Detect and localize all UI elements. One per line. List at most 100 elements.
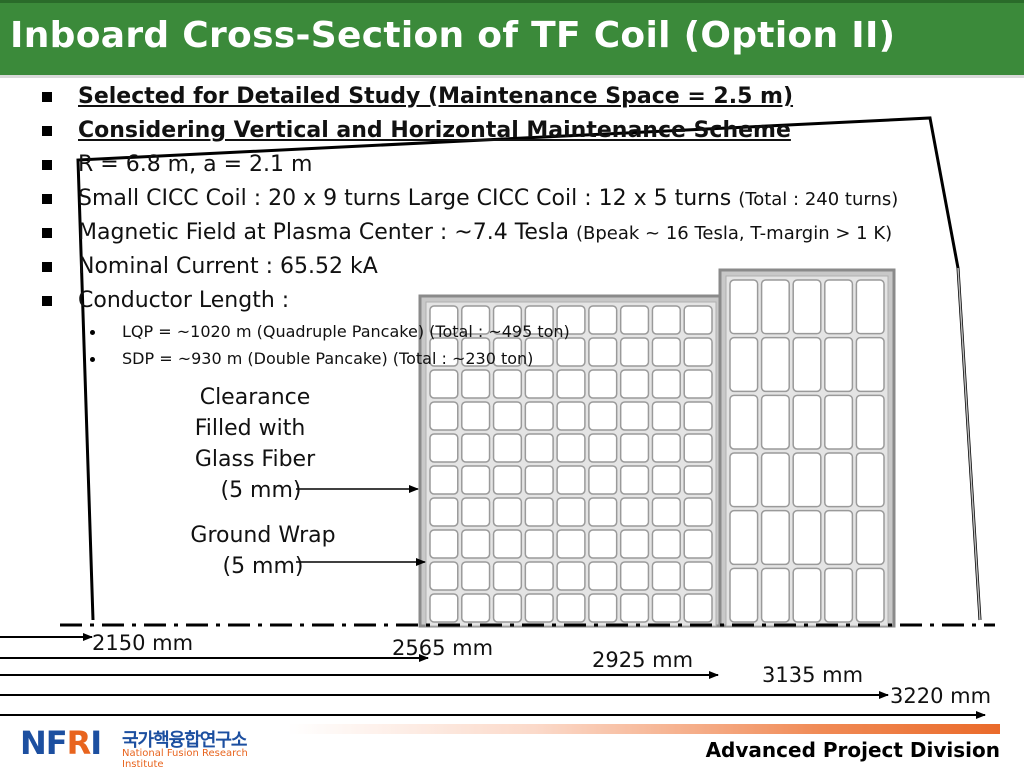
bullet-item: Nominal Current : 65.52 kA bbox=[42, 252, 1002, 286]
small-cicc-turn bbox=[556, 497, 586, 527]
radius-label-2150: 2150 mm bbox=[92, 631, 194, 655]
small-cicc-turn bbox=[461, 433, 491, 463]
bullet-text: Nominal Current : 65.52 kA bbox=[78, 254, 378, 279]
small-cicc-turn bbox=[556, 305, 586, 335]
nfri-logo-korean: 국가핵융합연구소 bbox=[122, 730, 247, 751]
small-cicc-turn bbox=[619, 433, 650, 463]
clearance-label-line: Clearance bbox=[199, 385, 311, 410]
small-cicc-turn bbox=[429, 337, 459, 367]
ground-wrap-label: Ground Wrap (5 mm) bbox=[168, 520, 358, 582]
square-bullet-icon bbox=[42, 262, 52, 272]
small-cicc-turn bbox=[588, 401, 618, 431]
large-cicc-turn bbox=[760, 336, 790, 393]
clearance-label-line: (5 mm) bbox=[220, 478, 302, 503]
ground-wrap-label-line: Ground Wrap bbox=[190, 523, 336, 548]
small-cicc-turn bbox=[429, 497, 459, 527]
small-cicc-turn bbox=[588, 497, 618, 527]
square-bullet-icon bbox=[42, 228, 52, 238]
small-cicc-turn bbox=[524, 593, 554, 623]
small-cicc-turn bbox=[429, 401, 459, 431]
bullet-item: Small CICC Coil : 20 x 9 turns Large CIC… bbox=[42, 184, 1002, 218]
bullet-text: Small CICC Coil : 20 x 9 turns Large CIC… bbox=[78, 186, 739, 211]
large-cicc-turn bbox=[824, 336, 854, 393]
small-cicc-turn bbox=[492, 465, 523, 495]
large-cicc-turn bbox=[729, 394, 759, 450]
small-cicc-turn bbox=[524, 305, 554, 335]
slide-title: Inboard Cross-Section of TF Coil (Option… bbox=[10, 15, 896, 56]
large-cicc-turn bbox=[729, 509, 759, 566]
small-cicc-turn bbox=[461, 529, 491, 559]
footer-gradient-rule bbox=[288, 724, 1000, 734]
small-cicc-turn bbox=[619, 561, 650, 591]
radius-label-2565: 2565 mm bbox=[392, 636, 494, 660]
small-cicc-turn bbox=[651, 369, 681, 399]
small-cicc-turn bbox=[524, 497, 554, 527]
bullet-item: Selected for Detailed Study (Maintenance… bbox=[42, 82, 1002, 116]
nfri-logo-mark: NFRI bbox=[20, 724, 102, 762]
small-cicc-turn bbox=[524, 337, 554, 367]
small-cicc-turn bbox=[683, 337, 713, 367]
large-cicc-turn bbox=[792, 336, 822, 393]
bullet-text: Conductor Length : bbox=[78, 288, 290, 313]
small-cicc-turn bbox=[429, 305, 459, 335]
dot-bullet-icon bbox=[90, 330, 95, 335]
small-cicc-turn bbox=[588, 369, 618, 399]
small-cicc-turn bbox=[461, 593, 491, 623]
large-cicc-turn bbox=[824, 279, 854, 335]
bullet-text: R = 6.8 m, a = 2.1 m bbox=[78, 152, 313, 177]
small-cicc-turn bbox=[461, 337, 491, 367]
small-cicc-turn bbox=[588, 433, 618, 463]
bullet-note: (Bpeak ~ 16 Tesla, T-margin > 1 K) bbox=[575, 223, 893, 244]
large-cicc-turn bbox=[855, 336, 885, 393]
large-cicc-turn bbox=[792, 279, 822, 335]
bullet-item: Magnetic Field at Plasma Center : ~7.4 T… bbox=[42, 218, 1002, 252]
large-coil-turns bbox=[729, 279, 885, 623]
small-cicc-turn bbox=[651, 561, 681, 591]
large-cicc-turn bbox=[824, 394, 854, 450]
small-cicc-turn bbox=[651, 401, 681, 431]
small-cicc-turn bbox=[651, 529, 681, 559]
title-bar: Inboard Cross-Section of TF Coil (Option… bbox=[0, 0, 1024, 78]
bullet-item: R = 6.8 m, a = 2.1 m bbox=[42, 150, 1002, 184]
clearance-label-line: Glass Fiber bbox=[194, 447, 316, 472]
small-cicc-turn bbox=[492, 369, 523, 399]
small-cicc-turn bbox=[619, 529, 650, 559]
large-cicc-turn bbox=[729, 336, 759, 393]
large-cicc-turn bbox=[855, 452, 885, 508]
bullet-text: Considering Vertical and Horizontal Main… bbox=[78, 118, 791, 143]
small-cicc-turn bbox=[429, 529, 459, 559]
large-cicc-turn bbox=[760, 394, 790, 450]
large-cicc-turn bbox=[760, 279, 790, 335]
small-cicc-turn bbox=[651, 433, 681, 463]
small-cicc-turn bbox=[683, 465, 713, 495]
small-cicc-turn bbox=[588, 337, 618, 367]
small-cicc-turn bbox=[556, 337, 586, 367]
small-cicc-turn bbox=[492, 593, 523, 623]
small-cicc-turn bbox=[524, 529, 554, 559]
casing-right-edge bbox=[957, 267, 981, 621]
small-cicc-turn bbox=[588, 529, 618, 559]
footer-division: Advanced Project Division bbox=[705, 738, 1000, 762]
small-cicc-turn bbox=[461, 497, 491, 527]
small-cicc-turn bbox=[683, 305, 713, 335]
radius-label-2925: 2925 mm bbox=[592, 648, 694, 672]
small-cicc-turn bbox=[492, 305, 523, 335]
small-cicc-turn bbox=[588, 593, 618, 623]
small-cicc-turn bbox=[492, 401, 523, 431]
small-cicc-turn bbox=[619, 369, 650, 399]
small-cicc-turn bbox=[429, 465, 459, 495]
sub-bullet-item: LQP = ~1020 m (Quadruple Pancake) (Total… bbox=[90, 320, 1002, 347]
bullet-item: Considering Vertical and Horizontal Main… bbox=[42, 116, 1002, 150]
sub-bullet-text: SDP = ~930 m (Double Pancake) (Total : ~… bbox=[122, 349, 534, 368]
small-cicc-turn bbox=[524, 369, 554, 399]
small-cicc-turn bbox=[556, 433, 586, 463]
square-bullet-icon bbox=[42, 92, 52, 102]
radius-label-3135: 3135 mm bbox=[762, 663, 864, 687]
large-cicc-turn bbox=[855, 394, 885, 450]
large-cicc-turn bbox=[792, 509, 822, 566]
small-cicc-turn bbox=[492, 433, 523, 463]
small-cicc-turn bbox=[524, 465, 554, 495]
small-cicc-turn bbox=[619, 593, 650, 623]
small-cicc-turn bbox=[556, 529, 586, 559]
